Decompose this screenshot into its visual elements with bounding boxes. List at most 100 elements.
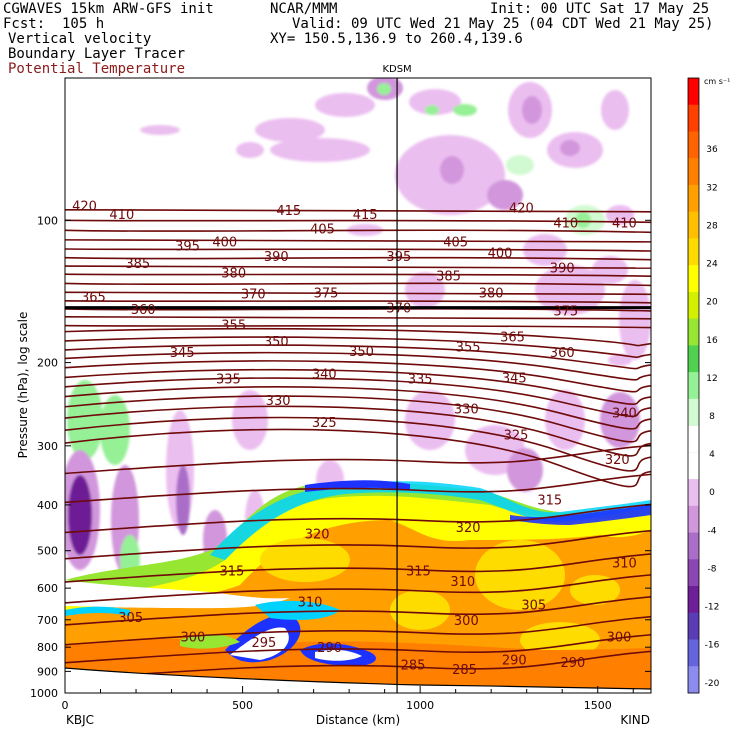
theta-label: 410 xyxy=(553,216,578,231)
colorbar-swatch xyxy=(688,211,699,239)
terrain-line xyxy=(65,667,651,690)
colorbar-label: -12 xyxy=(705,603,720,613)
colorbar: 36 32 28 24 20 16 12 8 4 0 -4 -8 -12 -16 -20 xyxy=(687,77,720,694)
theta-label: 285 xyxy=(401,658,426,673)
colorbar-label: 32 xyxy=(706,183,717,193)
plot-frame xyxy=(64,77,652,694)
theta-label: 290 xyxy=(560,656,585,671)
colorbar-swatch xyxy=(688,559,699,587)
velocity-blob xyxy=(377,83,391,95)
theta-label: 390 xyxy=(264,250,289,265)
theta-label: 300 xyxy=(180,631,205,646)
theta-contour xyxy=(65,327,651,347)
theta-contour xyxy=(65,553,651,583)
velocity-blob xyxy=(601,90,629,130)
theta-label: 385 xyxy=(436,270,461,285)
velocity-blob xyxy=(560,140,580,156)
field-layers: 420 410 415 415 420 410 410 405 405 400 400 395 395 3… xyxy=(65,78,651,693)
theta-contour xyxy=(65,299,651,304)
org-label: NCAR/MMM xyxy=(270,1,338,17)
colorbar-swatch xyxy=(688,372,699,400)
velocity-blob xyxy=(425,105,439,115)
colorbar-label: 8 xyxy=(709,412,715,422)
y-tick-label: 400 xyxy=(37,499,58,512)
colorbar-swatch xyxy=(687,452,700,480)
velocity-blob xyxy=(575,212,591,228)
colorbar-label: 28 xyxy=(706,221,718,231)
boundary-layer-tracer xyxy=(65,480,651,693)
station-left-label: KBJC xyxy=(66,713,94,727)
theta-contour xyxy=(65,208,651,213)
theta-contour xyxy=(65,395,651,443)
x-axis-ticks: 0 500 1000 1500 xyxy=(62,686,634,712)
colorbar-label: 36 xyxy=(706,145,718,155)
x-tick-label: 0 xyxy=(62,699,69,712)
velocity-blob xyxy=(176,465,190,535)
valid-time: Valid: 09 UTC Wed 21 May 25 (04 CDT Wed … xyxy=(292,16,714,32)
velocity-blob xyxy=(506,155,534,175)
theta-label: 345 xyxy=(502,371,527,386)
theta-label: 390 xyxy=(550,262,575,277)
field-vertical-velocity: Vertical velocity xyxy=(8,31,152,47)
velocity-blob xyxy=(606,205,634,225)
velocity-blob xyxy=(592,256,628,284)
theta-label: 325 xyxy=(312,416,337,431)
velocity-blob xyxy=(522,96,542,124)
velocity-blob xyxy=(140,125,180,135)
velocity-blob xyxy=(270,138,370,162)
theta-contour xyxy=(65,336,651,359)
theta-contour xyxy=(65,351,651,381)
colorbar-swatch xyxy=(688,291,699,320)
colorbar-swatch xyxy=(688,104,699,132)
colorbar-label: 4 xyxy=(709,450,715,460)
x-tick-label: 1500 xyxy=(584,699,612,712)
colorbar-swatch xyxy=(688,479,699,507)
colorbar-swatch xyxy=(688,158,699,186)
colorbar-swatch xyxy=(688,265,699,293)
potential-temperature-contours xyxy=(65,208,651,681)
theta-label: 350 xyxy=(349,345,374,360)
theta-contour xyxy=(65,265,651,269)
theta-label: 370 xyxy=(241,288,266,303)
velocity-blob xyxy=(255,118,325,142)
x-axis-label: Distance (km) xyxy=(316,713,400,727)
theta-contour xyxy=(65,273,651,277)
velocity-blob xyxy=(440,156,464,184)
theta-label: 360 xyxy=(550,346,575,361)
theta-label: 405 xyxy=(310,222,335,237)
cross-section-xy: XY= 150.5,136.9 to 260.4,139.6 xyxy=(270,31,523,47)
y-axis-label: Pressure (hPa), log scale xyxy=(16,312,30,459)
theta-label: 315 xyxy=(537,494,562,509)
theta-label: 310 xyxy=(450,575,475,590)
init-time: Init: 00 UTC Sat 17 May 25 xyxy=(490,1,710,17)
theta-label: 400 xyxy=(488,247,513,262)
velocity-blob xyxy=(236,142,264,158)
theta-contour xyxy=(65,405,651,457)
y-tick-label: 800 xyxy=(37,641,58,654)
theta-label: 420 xyxy=(509,202,534,217)
colorbar-swatch xyxy=(688,238,699,266)
colorbar-swatch xyxy=(688,131,699,159)
theta-contour xyxy=(65,308,651,312)
velocity-blob xyxy=(600,392,640,448)
colorbar-swatch xyxy=(688,318,699,346)
theta-contour xyxy=(65,324,651,329)
forecast-hour: Fcst: 105 h xyxy=(3,16,105,32)
theta-label: 320 xyxy=(305,528,330,543)
velocity-blob xyxy=(315,93,375,117)
colorbar-label: 20 xyxy=(706,298,718,308)
theta-label: 340 xyxy=(612,406,637,421)
theta-label: 400 xyxy=(212,236,237,251)
theta-label: 415 xyxy=(353,208,378,223)
theta-label: 410 xyxy=(109,208,134,223)
colorbar-units: cm s⁻¹ xyxy=(704,77,730,86)
colorbar-label: -20 xyxy=(705,679,720,689)
theta-label: 380 xyxy=(221,267,246,282)
colorbar-label: -8 xyxy=(708,564,717,574)
theta-contour xyxy=(65,503,651,534)
theta-label: 315 xyxy=(220,564,245,579)
y-tick-label: 100 xyxy=(37,214,58,227)
theta-contour xyxy=(65,596,651,626)
y-tick-label: 900 xyxy=(37,665,58,678)
theta-label: 405 xyxy=(443,236,468,251)
